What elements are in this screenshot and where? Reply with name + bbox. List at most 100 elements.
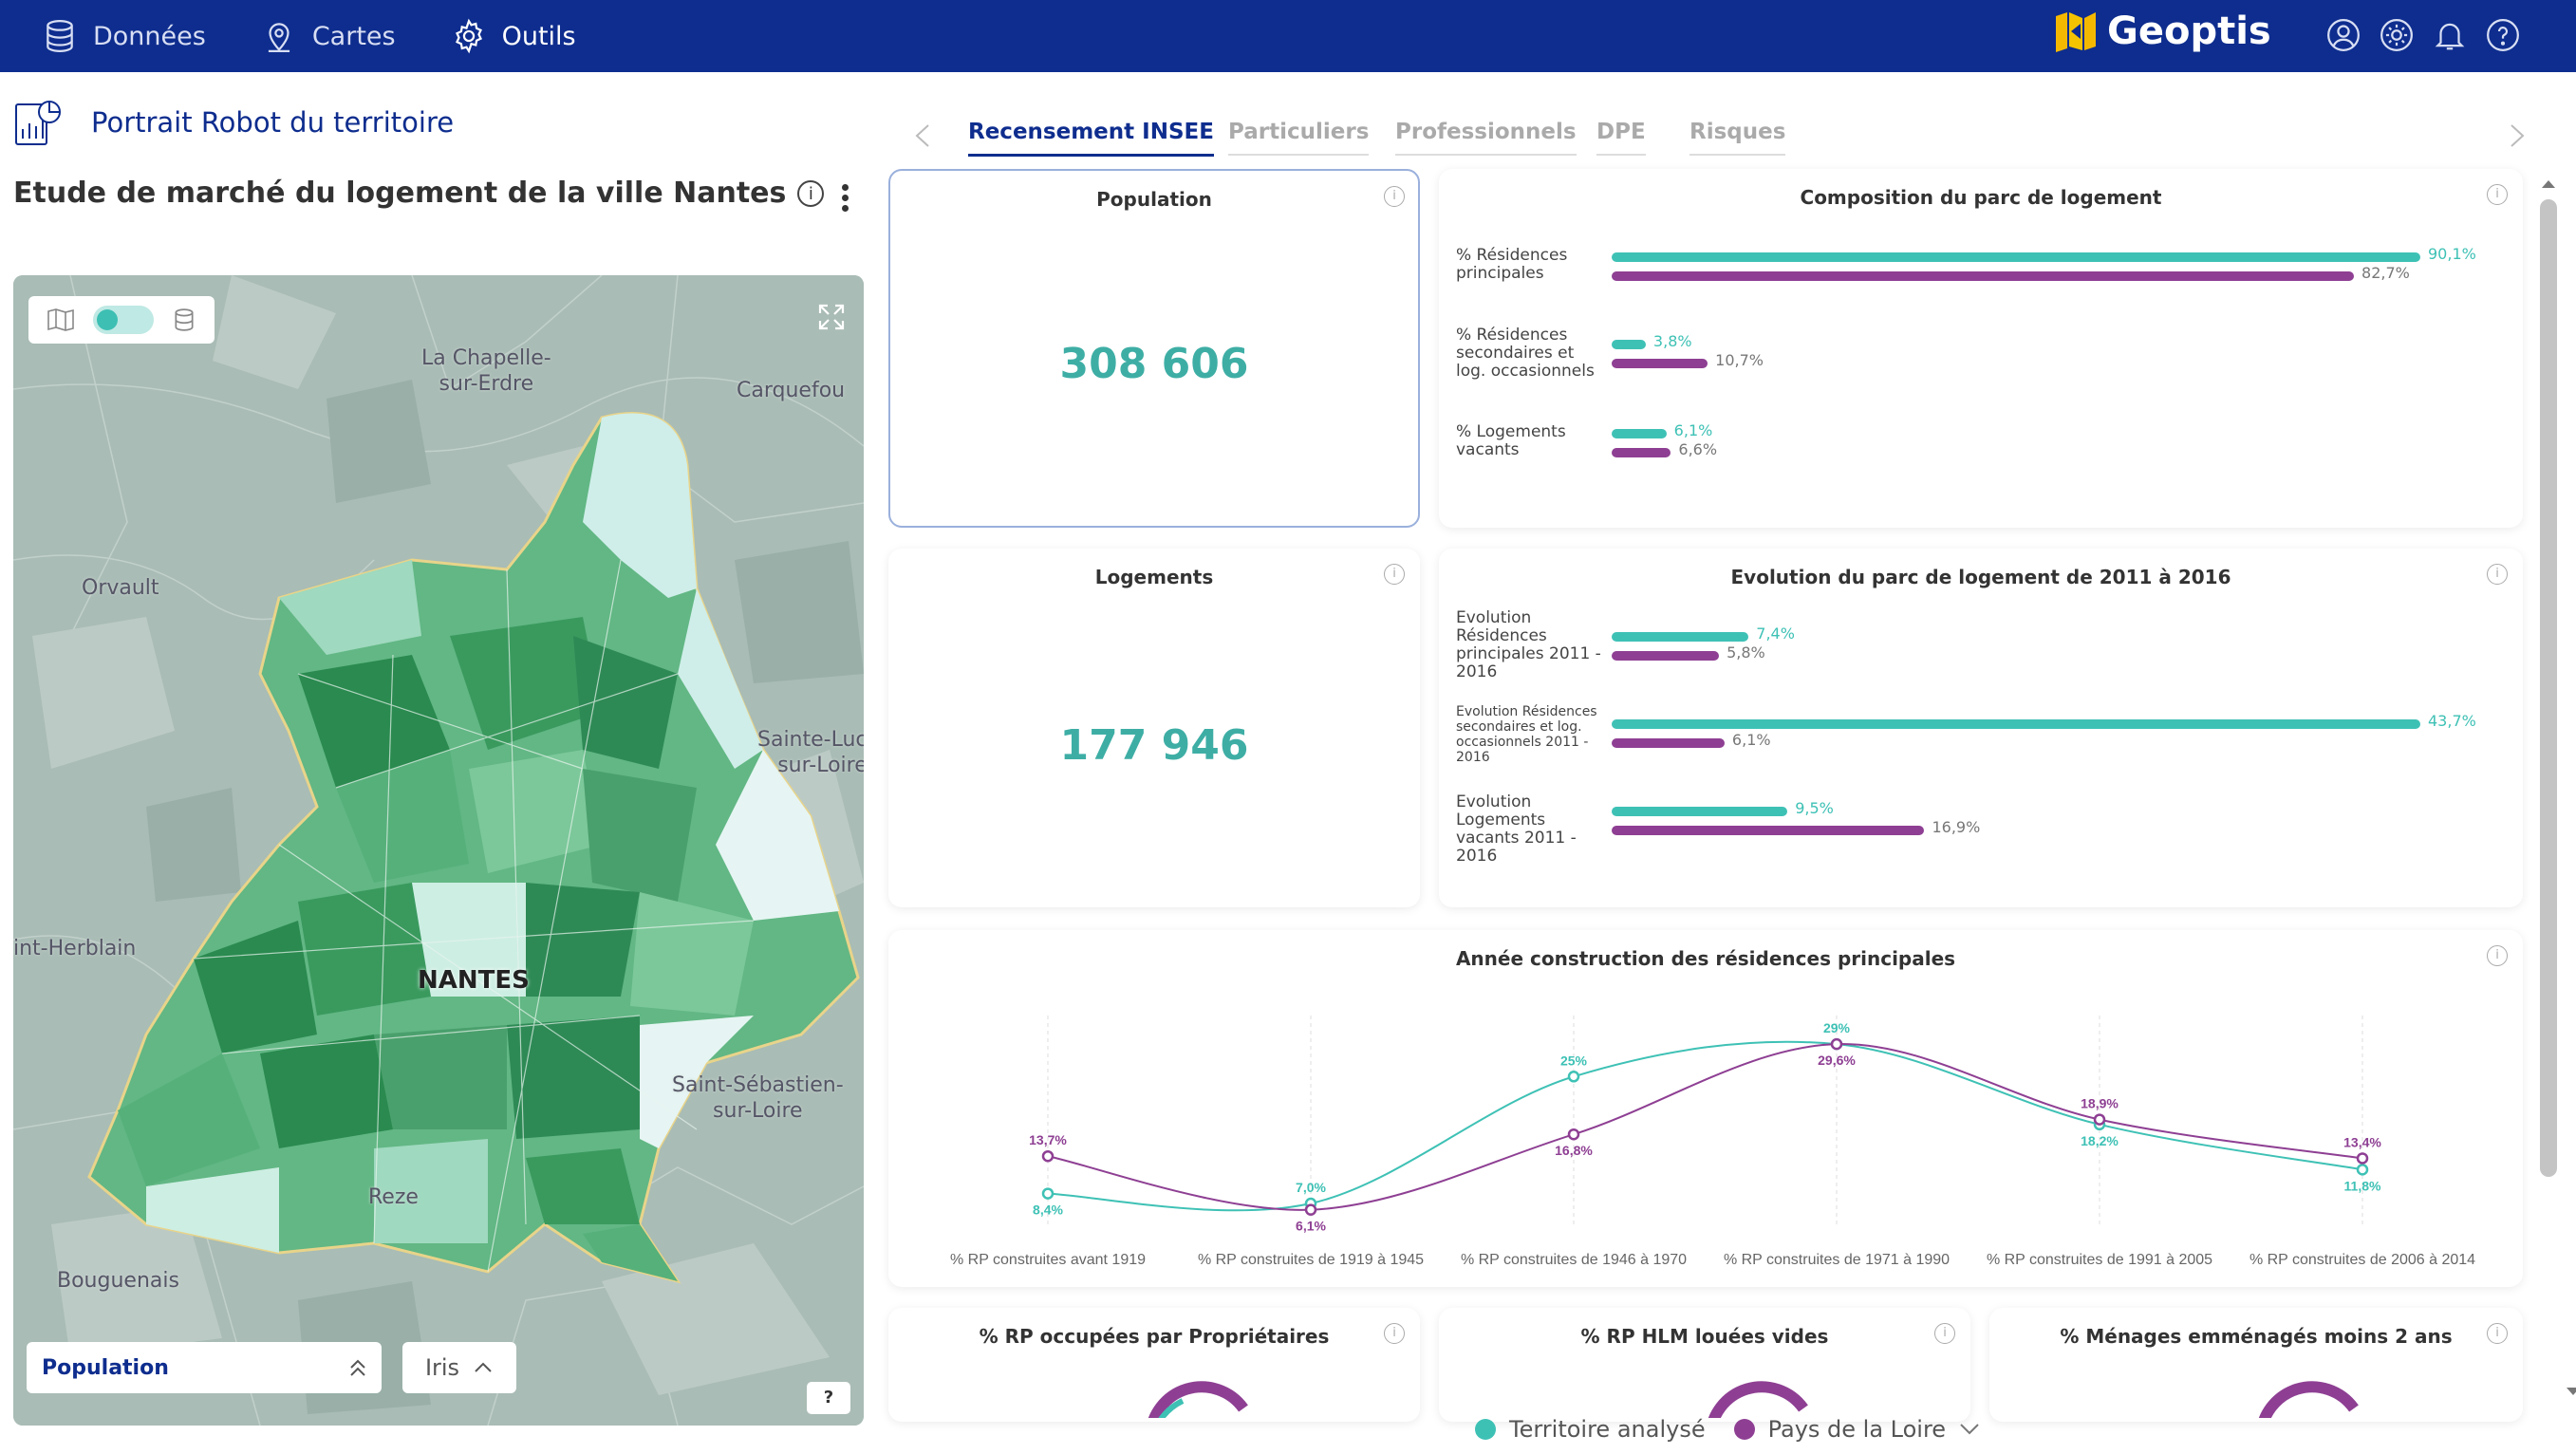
info-icon[interactable]: i — [2487, 945, 2508, 966]
evolution-value-region: 6,1% — [1731, 731, 1771, 749]
data-view-icon[interactable] — [172, 307, 196, 333]
data-point — [2356, 1164, 2369, 1176]
data-point — [2356, 1152, 2369, 1165]
chevron-up-icon — [475, 1362, 492, 1372]
vertical-scrollbar[interactable] — [2536, 175, 2576, 1401]
level-select[interactable]: Iris — [402, 1342, 516, 1393]
data-label: 7,0% — [1296, 1180, 1326, 1195]
nav-cartes[interactable]: Cartes — [261, 18, 396, 54]
view-toggle[interactable] — [92, 306, 154, 334]
evolution-bar-territoire — [1612, 632, 1749, 642]
choropleth-map[interactable]: La Chapelle- sur-Erdre Carquefou Orvault… — [13, 275, 864, 1426]
data-label: 18,2% — [2081, 1133, 2119, 1148]
data-label: 13,4% — [2343, 1134, 2381, 1149]
gear-icon — [455, 18, 482, 54]
expand-icon[interactable] — [816, 302, 847, 332]
info-icon[interactable]: i — [1384, 186, 1405, 207]
composition-card: Composition du parc de logement i % Rési… — [1439, 169, 2523, 528]
geoptis-logo-icon — [2056, 12, 2096, 52]
evolution-title: Evolution du parc de logement de 2011 à … — [1730, 566, 2231, 588]
layer-select-label: Population — [42, 1355, 169, 1380]
info-icon[interactable]: i — [2487, 564, 2508, 585]
gauge-icon — [1708, 1381, 1808, 1418]
nav-donnees-label: Données — [93, 21, 206, 51]
evolution-bar-territoire — [1612, 719, 2420, 729]
tab-particuliers[interactable]: Particuliers — [1228, 120, 1370, 156]
map-canvas[interactable] — [13, 275, 864, 1426]
map-label-reze: Reze — [368, 1185, 419, 1209]
legend-dot-territoire — [1475, 1419, 1496, 1440]
tab-dpe[interactable]: DPE — [1596, 120, 1646, 156]
data-label: 16,8% — [1555, 1143, 1593, 1158]
composition-row-label: % Résidences secondaires et log. occasio… — [1456, 326, 1595, 381]
user-icon[interactable] — [2325, 17, 2361, 53]
scroll-up-icon[interactable] — [2536, 175, 2561, 194]
map-label-sainte-luce: Sainte-Luce- sur-Loire — [757, 728, 864, 777]
info-icon[interactable]: i — [1384, 564, 1405, 585]
x-tick-label: % RP construites de 1991 à 2005 — [1987, 1252, 2212, 1268]
map-label-orvault: Orvault — [82, 576, 159, 600]
more-options-button[interactable] — [835, 180, 854, 218]
data-point — [1830, 1037, 1843, 1051]
evolution-value-territoire: 9,5% — [1795, 799, 1834, 817]
population-value: 308 606 — [1059, 340, 1249, 388]
composition-value-territoire: 3,8% — [1652, 332, 1692, 350]
info-icon[interactable]: i — [2487, 1323, 2508, 1344]
composition-title: Composition du parc de logement — [1800, 186, 2162, 209]
scroll-down-icon[interactable] — [2561, 1382, 2576, 1401]
info-icon[interactable]: i — [2487, 184, 2508, 205]
composition-bar-territoire — [1612, 252, 2420, 262]
tab-risques[interactable]: Risques — [1689, 120, 1786, 156]
map-view-icon[interactable] — [47, 308, 75, 332]
page-title: Portrait Robot du territoire — [91, 106, 455, 139]
gauge-icon — [2258, 1381, 2359, 1418]
data-label: 8,4% — [1033, 1202, 1063, 1218]
scrollbar-thumb[interactable] — [2540, 199, 2557, 1177]
logements-title: Logements — [1094, 566, 1214, 588]
report-chart-icon — [15, 101, 61, 145]
population-card[interactable]: Population i 308 606 — [888, 169, 1420, 528]
tab-prev-icon[interactable] — [909, 121, 938, 150]
composition-bar-region — [1612, 359, 1708, 368]
bell-icon[interactable] — [2432, 17, 2468, 53]
map-label-nantes: NANTES — [418, 966, 530, 995]
composition-value-territoire: 90,1% — [2428, 245, 2476, 263]
composition-bar-region — [1612, 448, 1671, 457]
chevrons-up-icon — [350, 1359, 365, 1376]
map-help-button[interactable]: ? — [807, 1382, 850, 1414]
gauge-icon — [1148, 1381, 1248, 1418]
hlm-card: % RP HLM louées vides i — [1439, 1308, 1970, 1422]
tab-professionnels[interactable]: Professionnels — [1395, 120, 1577, 156]
page-header: Portrait Robot du territoire — [13, 97, 454, 148]
help-icon[interactable] — [2485, 17, 2521, 53]
x-tick-label: % RP construites de 2006 à 2014 — [2249, 1252, 2475, 1268]
brand-logo[interactable]: Geoptis — [2054, 9, 2271, 53]
map-label-chapelle: La Chapelle- sur-Erdre — [421, 346, 551, 396]
data-point — [1567, 1071, 1580, 1083]
nav-outils[interactable]: Outils — [451, 18, 576, 54]
tab-next-icon[interactable] — [2502, 121, 2530, 150]
evolution-bar-territoire — [1612, 807, 1788, 816]
nav-donnees[interactable]: Données — [42, 18, 206, 54]
evolution-row-label: Evolution Logements vacants 2011 - 2016 — [1456, 792, 1577, 866]
chevron-down-icon[interactable] — [1957, 1422, 1982, 1437]
settings-icon[interactable] — [2379, 17, 2415, 53]
legend-label-territoire[interactable]: Territoire analysé — [1509, 1416, 1706, 1443]
evolution-bar-region — [1612, 738, 1725, 748]
data-point — [1304, 1203, 1317, 1216]
tab-recensement[interactable]: Recensement INSEE — [968, 120, 1214, 157]
logements-value: 177 946 — [1059, 721, 1249, 770]
map-label-sebastien: Saint-Sébastien- sur-Loire — [672, 1073, 844, 1123]
logements-card[interactable]: Logements i 177 946 — [888, 549, 1420, 907]
info-icon[interactable]: i — [797, 179, 825, 207]
info-icon[interactable]: i — [1934, 1323, 1955, 1344]
legend-label-region[interactable]: Pays de la Loire — [1767, 1416, 1947, 1443]
series-line — [1047, 1040, 2363, 1212]
evolution-value-region: 5,8% — [1727, 643, 1765, 662]
data-point — [1041, 1149, 1055, 1163]
brand-name: Geoptis — [2107, 9, 2271, 53]
layer-select[interactable]: Population — [27, 1342, 382, 1393]
info-icon[interactable]: i — [1384, 1323, 1405, 1344]
composition-bar-region — [1612, 271, 2355, 281]
population-title: Population — [1096, 188, 1212, 211]
